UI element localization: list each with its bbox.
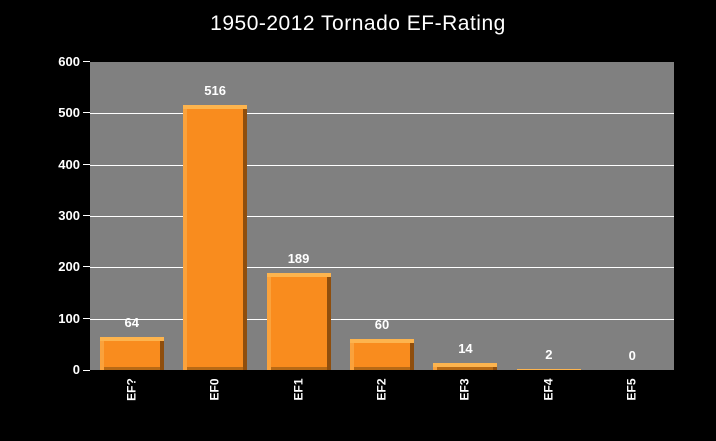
y-axis-tick (83, 317, 90, 319)
y-axis-label: 100 (58, 310, 80, 326)
bar (350, 339, 414, 370)
bar-value-label: 0 (628, 348, 636, 363)
y-axis-label: 0 (72, 362, 80, 377)
bar (516, 369, 581, 370)
y-axis-tick (83, 215, 90, 216)
x-axis-label: EF? (124, 378, 139, 401)
bar-value-label: 189 (287, 251, 310, 266)
bar (183, 105, 248, 370)
y-axis-label: 600 (58, 54, 80, 69)
y-axis-tick (83, 163, 90, 165)
y-axis-tick (83, 266, 90, 268)
bar-value-label: 2 (545, 347, 553, 362)
y-axis-tick (83, 370, 90, 371)
bar (266, 273, 331, 370)
bar (433, 363, 498, 370)
gridline (90, 113, 674, 115)
x-axis-label: EF0 (207, 378, 222, 401)
y-axis-tick (83, 61, 90, 62)
gridline (90, 216, 674, 217)
y-axis-label: 200 (58, 259, 80, 275)
x-axis-label: EF2 (374, 378, 389, 401)
chart-title: 1950-2012 Tornado EF-Rating (210, 12, 506, 35)
x-axis-label: EF4 (541, 378, 556, 401)
x-axis-label: EF3 (457, 378, 472, 401)
bar-value-label: 516 (204, 83, 226, 98)
y-axis-label: 500 (58, 105, 80, 121)
y-axis-tick (83, 112, 90, 114)
gridline (90, 318, 674, 320)
y-axis-label: 300 (58, 208, 80, 223)
gridline (90, 267, 674, 269)
x-axis-label: EF5 (624, 378, 639, 401)
gridline (90, 164, 674, 166)
bar (99, 337, 164, 370)
x-axis-label: EF1 (291, 378, 306, 401)
bar-value-label: 60 (374, 317, 390, 332)
y-axis-label: 400 (58, 156, 80, 172)
bar-value-label: 64 (124, 315, 139, 330)
bar-value-label: 14 (458, 341, 473, 356)
